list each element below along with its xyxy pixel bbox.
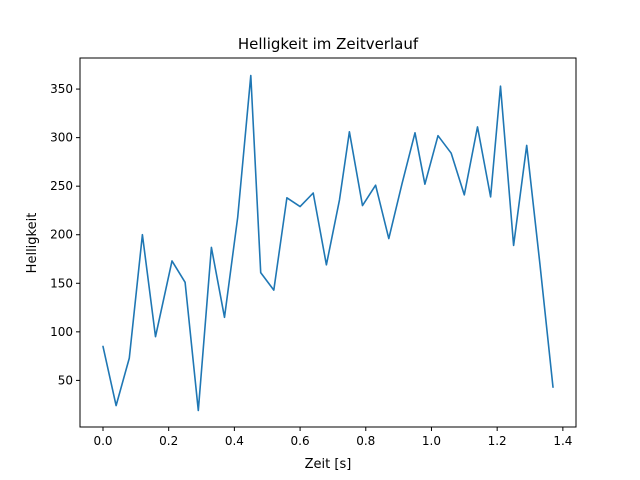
x-axis: 0.0 0.2 0.4 0.6 0.8 1.0 1.2 1.4 bbox=[93, 427, 572, 448]
y-axis: 50 100 150 200 250 300 350 bbox=[50, 82, 80, 387]
x-tick-label: 0.2 bbox=[159, 434, 178, 448]
x-tick-label: 0.0 bbox=[93, 434, 112, 448]
series-line bbox=[102, 74, 554, 412]
chart-title: Helligkeit im Zeitverlauf bbox=[238, 35, 419, 53]
plot-area: 0.0 0.2 0.4 0.6 0.8 1.0 1.2 1.4 50 100 150 200 250 3… bbox=[50, 57, 577, 448]
y-tick-label: 300 bbox=[50, 131, 73, 145]
y-tick-label: 100 bbox=[50, 325, 73, 339]
y-tick-label: 50 bbox=[58, 373, 73, 387]
x-axis-label: Zeit [s] bbox=[305, 457, 352, 472]
x-tick-label: 1.2 bbox=[488, 434, 507, 448]
x-tick-label: 0.6 bbox=[291, 434, 310, 448]
x-tick-label: 1.0 bbox=[422, 434, 441, 448]
y-axis-label: Helligkeit bbox=[25, 213, 40, 274]
y-tick-label: 150 bbox=[50, 276, 73, 290]
y-tick-label: 250 bbox=[50, 179, 73, 193]
axes-frame bbox=[79, 57, 577, 428]
x-tick-label: 0.8 bbox=[356, 434, 375, 448]
y-tick-label: 200 bbox=[50, 228, 73, 242]
y-tick-label: 350 bbox=[50, 82, 73, 96]
x-tick-label: 0.4 bbox=[225, 434, 244, 448]
x-tick-label: 1.4 bbox=[553, 434, 572, 448]
